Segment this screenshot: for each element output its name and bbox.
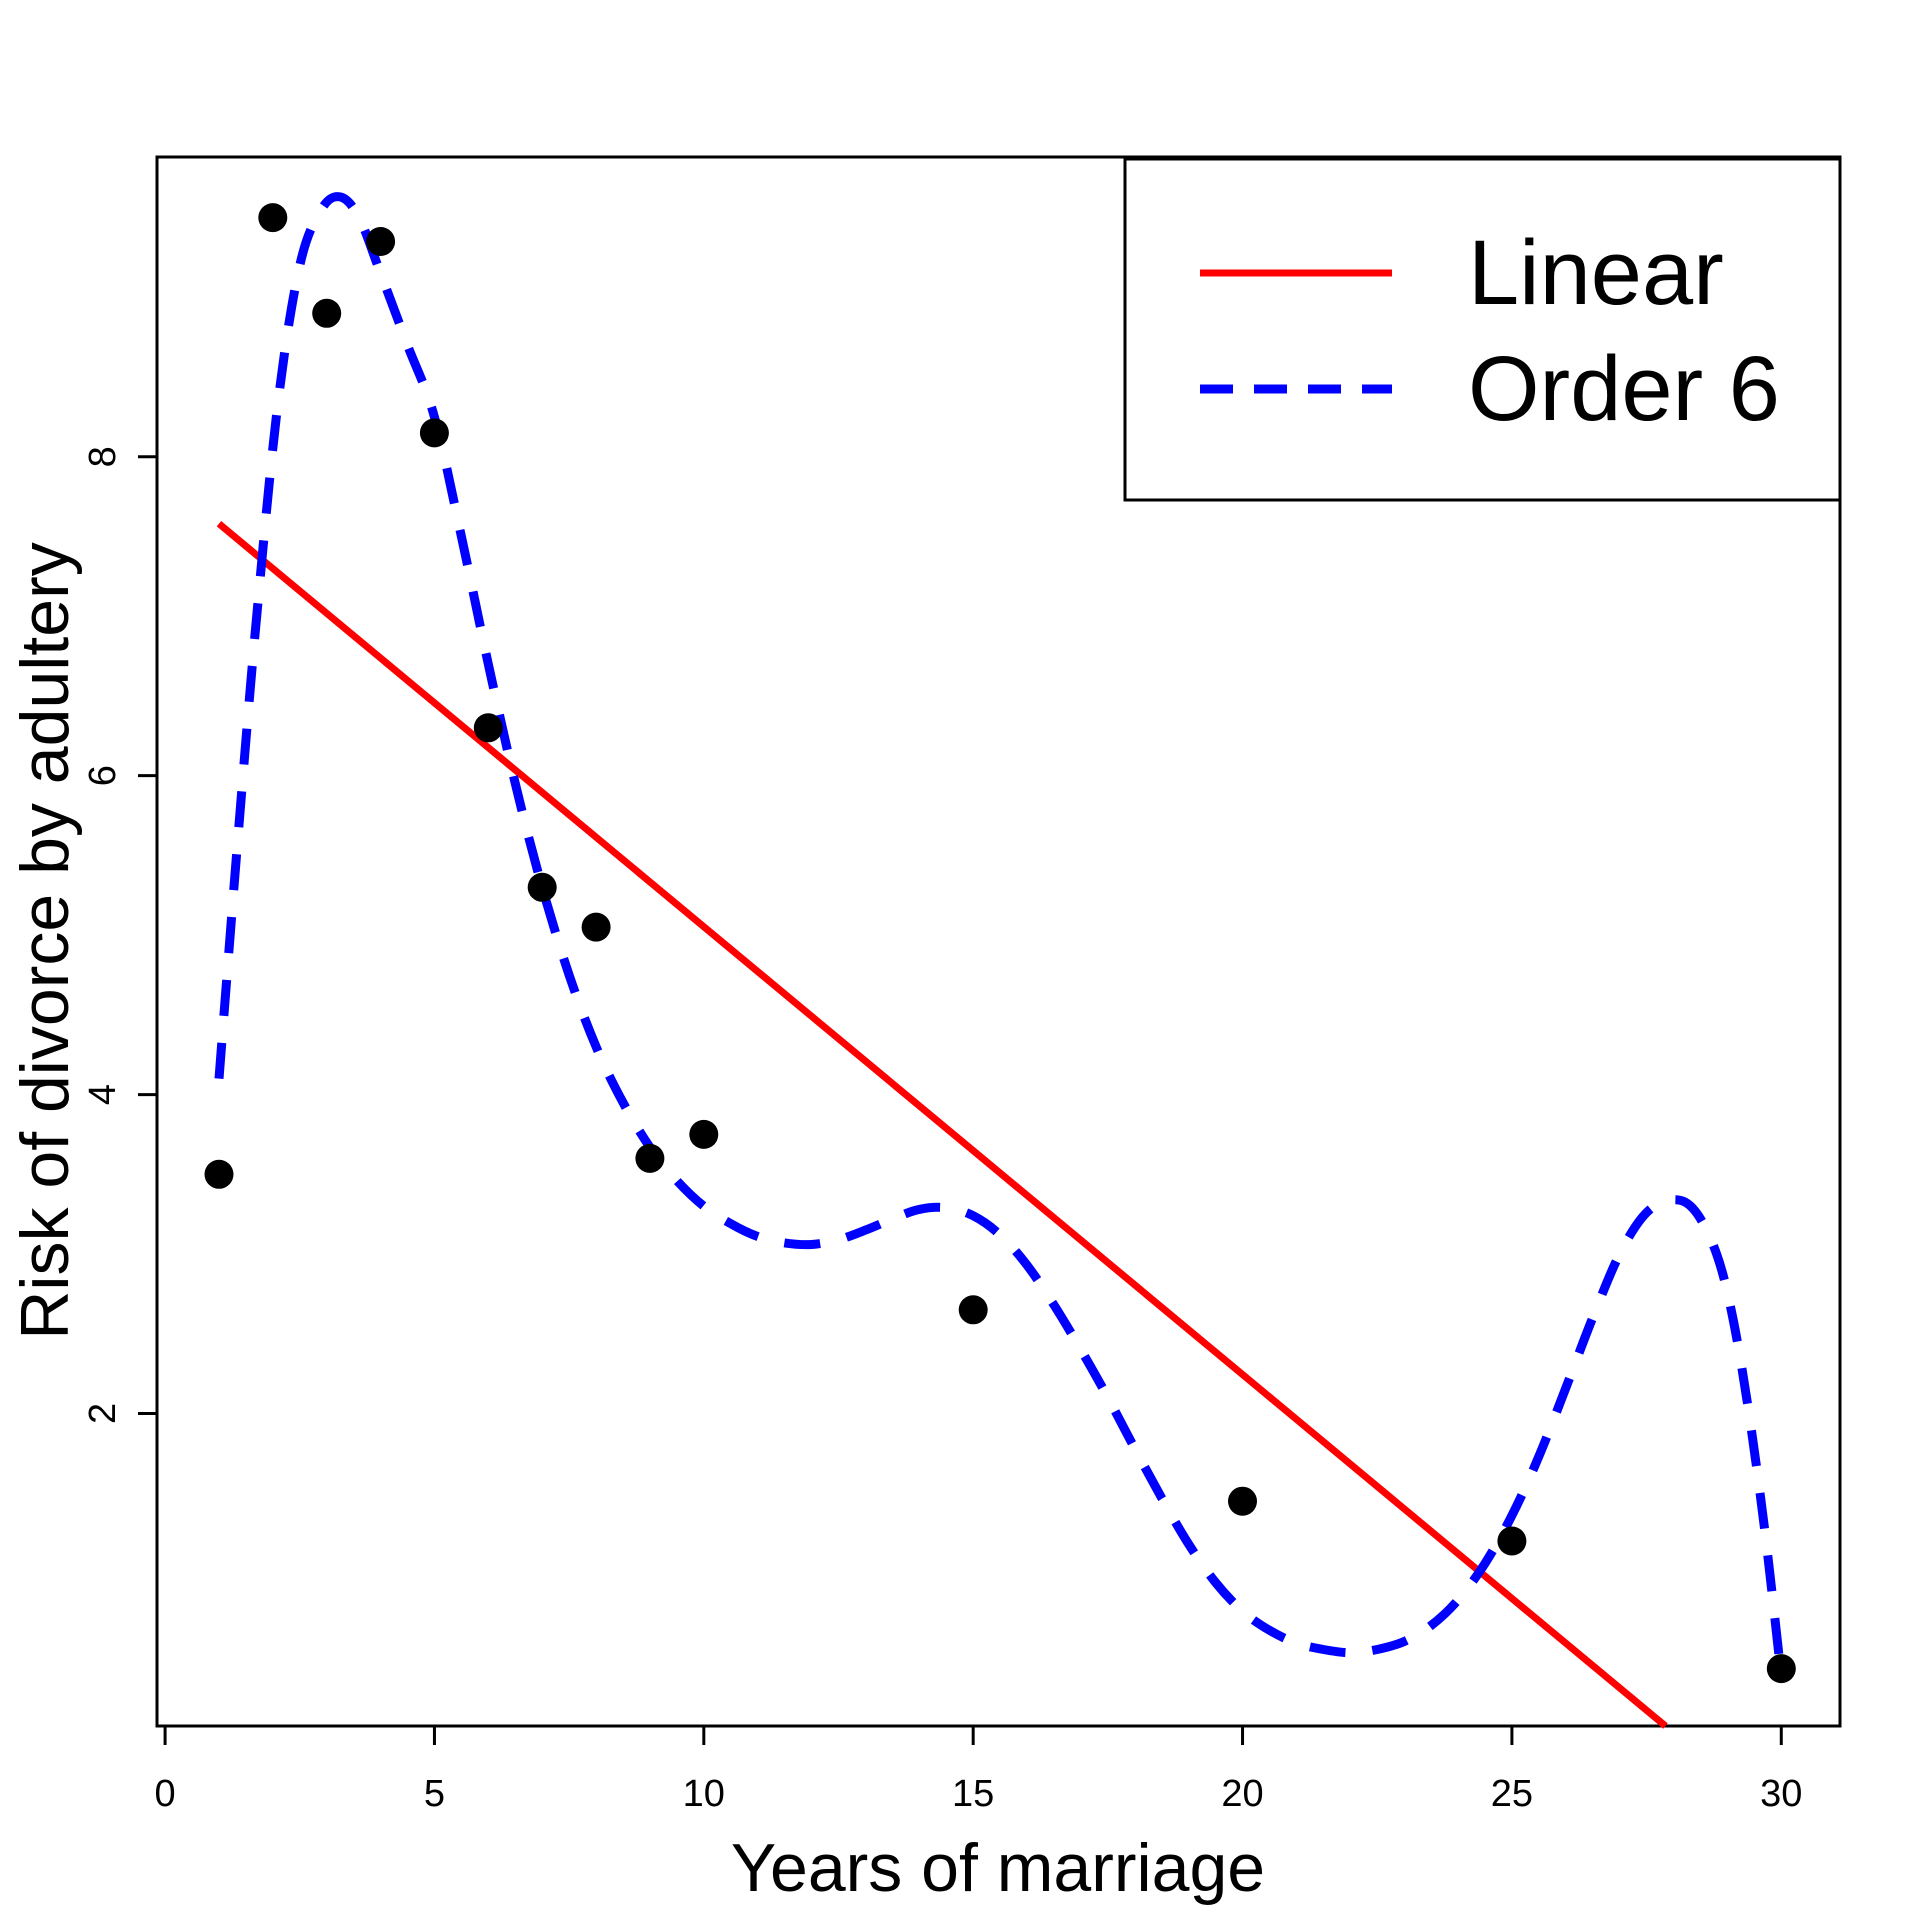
- x-tick-label: 30: [1760, 1773, 1802, 1815]
- data-point: [419, 418, 449, 448]
- x-axis: 0 5 10 15 20 25 30: [155, 1726, 1802, 1815]
- data-point: [312, 298, 342, 328]
- data-point: [581, 912, 611, 942]
- data-point: [258, 203, 288, 233]
- x-tick-label: 10: [683, 1773, 725, 1815]
- x-tick-label: 20: [1221, 1773, 1263, 1815]
- y-tick-label: 4: [82, 1084, 124, 1105]
- data-point: [473, 713, 503, 743]
- y-tick-label: 6: [82, 765, 124, 786]
- x-axis-title: Years of marriage: [731, 1830, 1265, 1906]
- linear-fit-line: [216, 521, 1668, 1729]
- x-tick-label: 0: [155, 1773, 176, 1815]
- legend-label-linear: Linear: [1468, 222, 1724, 324]
- data-point: [204, 1159, 234, 1189]
- data-point: [366, 227, 396, 256]
- x-tick-label: 25: [1491, 1773, 1533, 1815]
- data-point: [635, 1143, 665, 1173]
- y-axis-title: Risk of divorce by adultery: [7, 542, 83, 1339]
- data-points: [204, 203, 1796, 1684]
- legend-label-order6: Order 6: [1468, 338, 1780, 440]
- legend-box: [1123, 157, 1842, 502]
- y-axis: 2 4 6 8: [82, 446, 157, 1424]
- data-point: [958, 1295, 988, 1325]
- x-tick-label: 5: [424, 1773, 445, 1815]
- data-point: [689, 1119, 719, 1149]
- data-point: [1766, 1654, 1796, 1684]
- order6-curve: [214, 192, 1786, 1678]
- data-point: [1228, 1486, 1257, 1516]
- legend: Linear Order 6: [1123, 157, 1842, 502]
- x-tick-label: 15: [952, 1773, 994, 1815]
- data-point: [527, 872, 557, 902]
- data-point: [1497, 1526, 1527, 1556]
- y-tick-label: 8: [82, 446, 124, 467]
- plot-area-border: [155, 155, 1842, 1728]
- y-tick-label: 2: [82, 1403, 124, 1424]
